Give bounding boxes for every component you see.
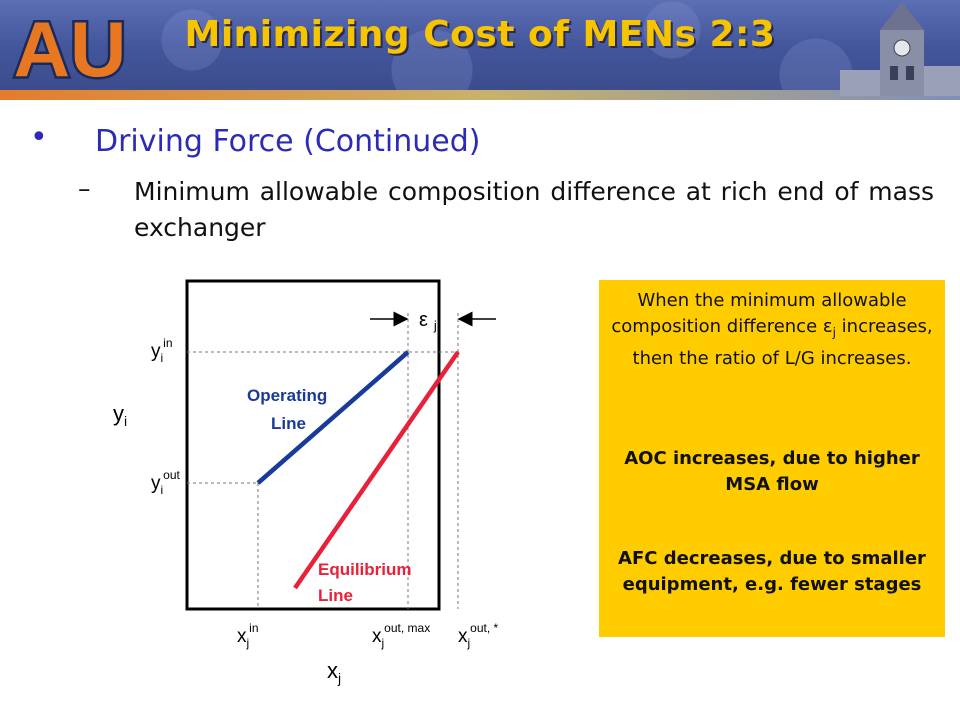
operating-line-label-1: Operating	[247, 386, 327, 405]
y-out-label: yiout	[151, 468, 181, 497]
y-axis-label: yi	[113, 401, 127, 429]
guide-lines	[187, 313, 459, 609]
equilibrium-line-label-2: Line	[318, 586, 353, 605]
page-title: Minimizing Cost of MENs 2:3	[184, 14, 776, 55]
bullet-marker: •	[30, 120, 48, 155]
plot-frame	[185, 279, 441, 611]
banner-stripe	[0, 90, 960, 100]
auburn-logo-icon: AU	[11, 6, 129, 90]
svg-text:AU: AU	[14, 6, 127, 90]
equilibrium-line	[293, 350, 460, 590]
bullet-heading: Driving Force (Continued)	[95, 124, 481, 159]
operating-line-label-2: Line	[271, 414, 306, 433]
callout-paragraph-1: When the minimum allowable composition d…	[611, 290, 933, 369]
x-axis-label: xj	[327, 658, 341, 686]
y-in-label: yiin	[151, 336, 173, 365]
header-banner: AU Minimizing Cost of MENs 2:3	[0, 0, 960, 100]
operating-line	[256, 350, 410, 485]
callout-paragraph-3: AFC decreases, due to smaller equipment,…	[618, 548, 926, 595]
x-out-max-label: xjout, max	[372, 621, 430, 650]
callout-box: When the minimum allowable composition d…	[599, 280, 945, 637]
sub-bullet-text: Minimum allowable composition difference…	[134, 177, 934, 242]
sub-bullet-marker: –	[78, 174, 91, 203]
clock-tower-icon	[840, 2, 960, 96]
x-out-star-label: xjout, *	[458, 621, 499, 650]
equilibrium-line-label-1: Equilibrium	[318, 560, 412, 579]
callout-paragraph-2: AOC increases, due to higher MSA flow	[624, 448, 920, 495]
banner-pattern	[0, 0, 960, 100]
x-in-label: xjin	[237, 621, 259, 650]
